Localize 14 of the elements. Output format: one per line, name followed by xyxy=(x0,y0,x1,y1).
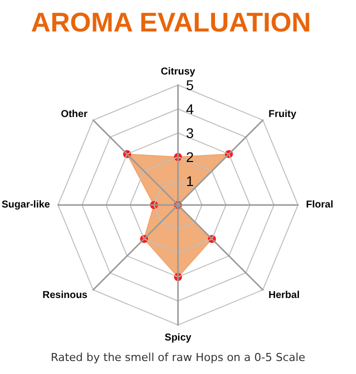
spoke-label: Spicy xyxy=(164,332,192,344)
spoke-label: Citrusy xyxy=(160,66,196,78)
spoke-label: Floral xyxy=(306,200,334,210)
spoke-label: Resinous xyxy=(42,290,88,302)
y-tick-label: 3 xyxy=(186,125,194,141)
spoke-label: Sugar-like xyxy=(2,200,50,210)
y-tick-label: 5 xyxy=(186,77,194,93)
text: Rated by the smell of raw Hops on a 0-5 Scale xyxy=(50,351,306,364)
spoke-label: Herbal xyxy=(268,290,300,302)
spoke-label: Other xyxy=(60,108,88,120)
y-tick-label: 1 xyxy=(186,173,194,189)
y-tick-label: 4 xyxy=(186,101,194,117)
chart-title: AROMA EVALUATION xyxy=(31,8,311,38)
spoke-label: Fruity xyxy=(268,108,297,120)
